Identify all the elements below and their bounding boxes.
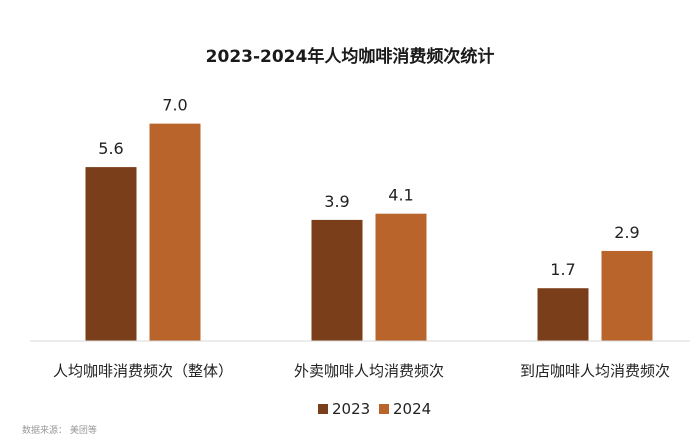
value-label-2023-0: 5.6 <box>98 139 123 158</box>
bar-2024-0 <box>149 123 201 341</box>
category-label-2: 到店咖啡人均消费频次 <box>520 362 670 380</box>
value-label-2023-1: 3.9 <box>324 192 349 211</box>
category-label-0: 人均咖啡消费频次（整体） <box>53 362 233 380</box>
value-label-2023-2: 1.7 <box>550 260 575 279</box>
category-label-1: 外卖咖啡人均消费频次 <box>294 362 444 380</box>
legend-label-2024: 2024 <box>393 400 431 418</box>
bar-2023-2 <box>537 288 589 341</box>
source-note: 数据来源： 美团等 <box>22 424 97 436</box>
bar-2024-2 <box>601 250 653 341</box>
legend-label-2023: 2023 <box>332 400 370 418</box>
legend-swatch-2024 <box>379 404 389 414</box>
value-labels-group: 5.6 7.0 3.9 4.1 1.7 2.9 <box>98 96 639 280</box>
value-label-2024-1: 4.1 <box>388 186 413 205</box>
chart-title: 2023-2024年人均咖啡消费频次统计 <box>206 46 495 67</box>
bar-2023-1 <box>311 219 363 341</box>
value-label-2024-0: 7.0 <box>162 96 187 115</box>
value-label-2024-2: 2.9 <box>614 223 639 242</box>
bar-2023-0 <box>85 167 137 341</box>
bars-group <box>85 123 653 341</box>
bar-2024-1 <box>375 213 427 341</box>
category-labels-group: 人均咖啡消费频次（整体） 外卖咖啡人均消费频次 到店咖啡人均消费频次 <box>53 362 670 380</box>
legend-swatch-2023 <box>318 404 328 414</box>
legend: 2023 2024 <box>318 400 431 418</box>
